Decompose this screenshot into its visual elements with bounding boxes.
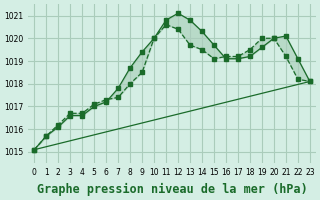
X-axis label: Graphe pression niveau de la mer (hPa): Graphe pression niveau de la mer (hPa) bbox=[37, 183, 308, 196]
